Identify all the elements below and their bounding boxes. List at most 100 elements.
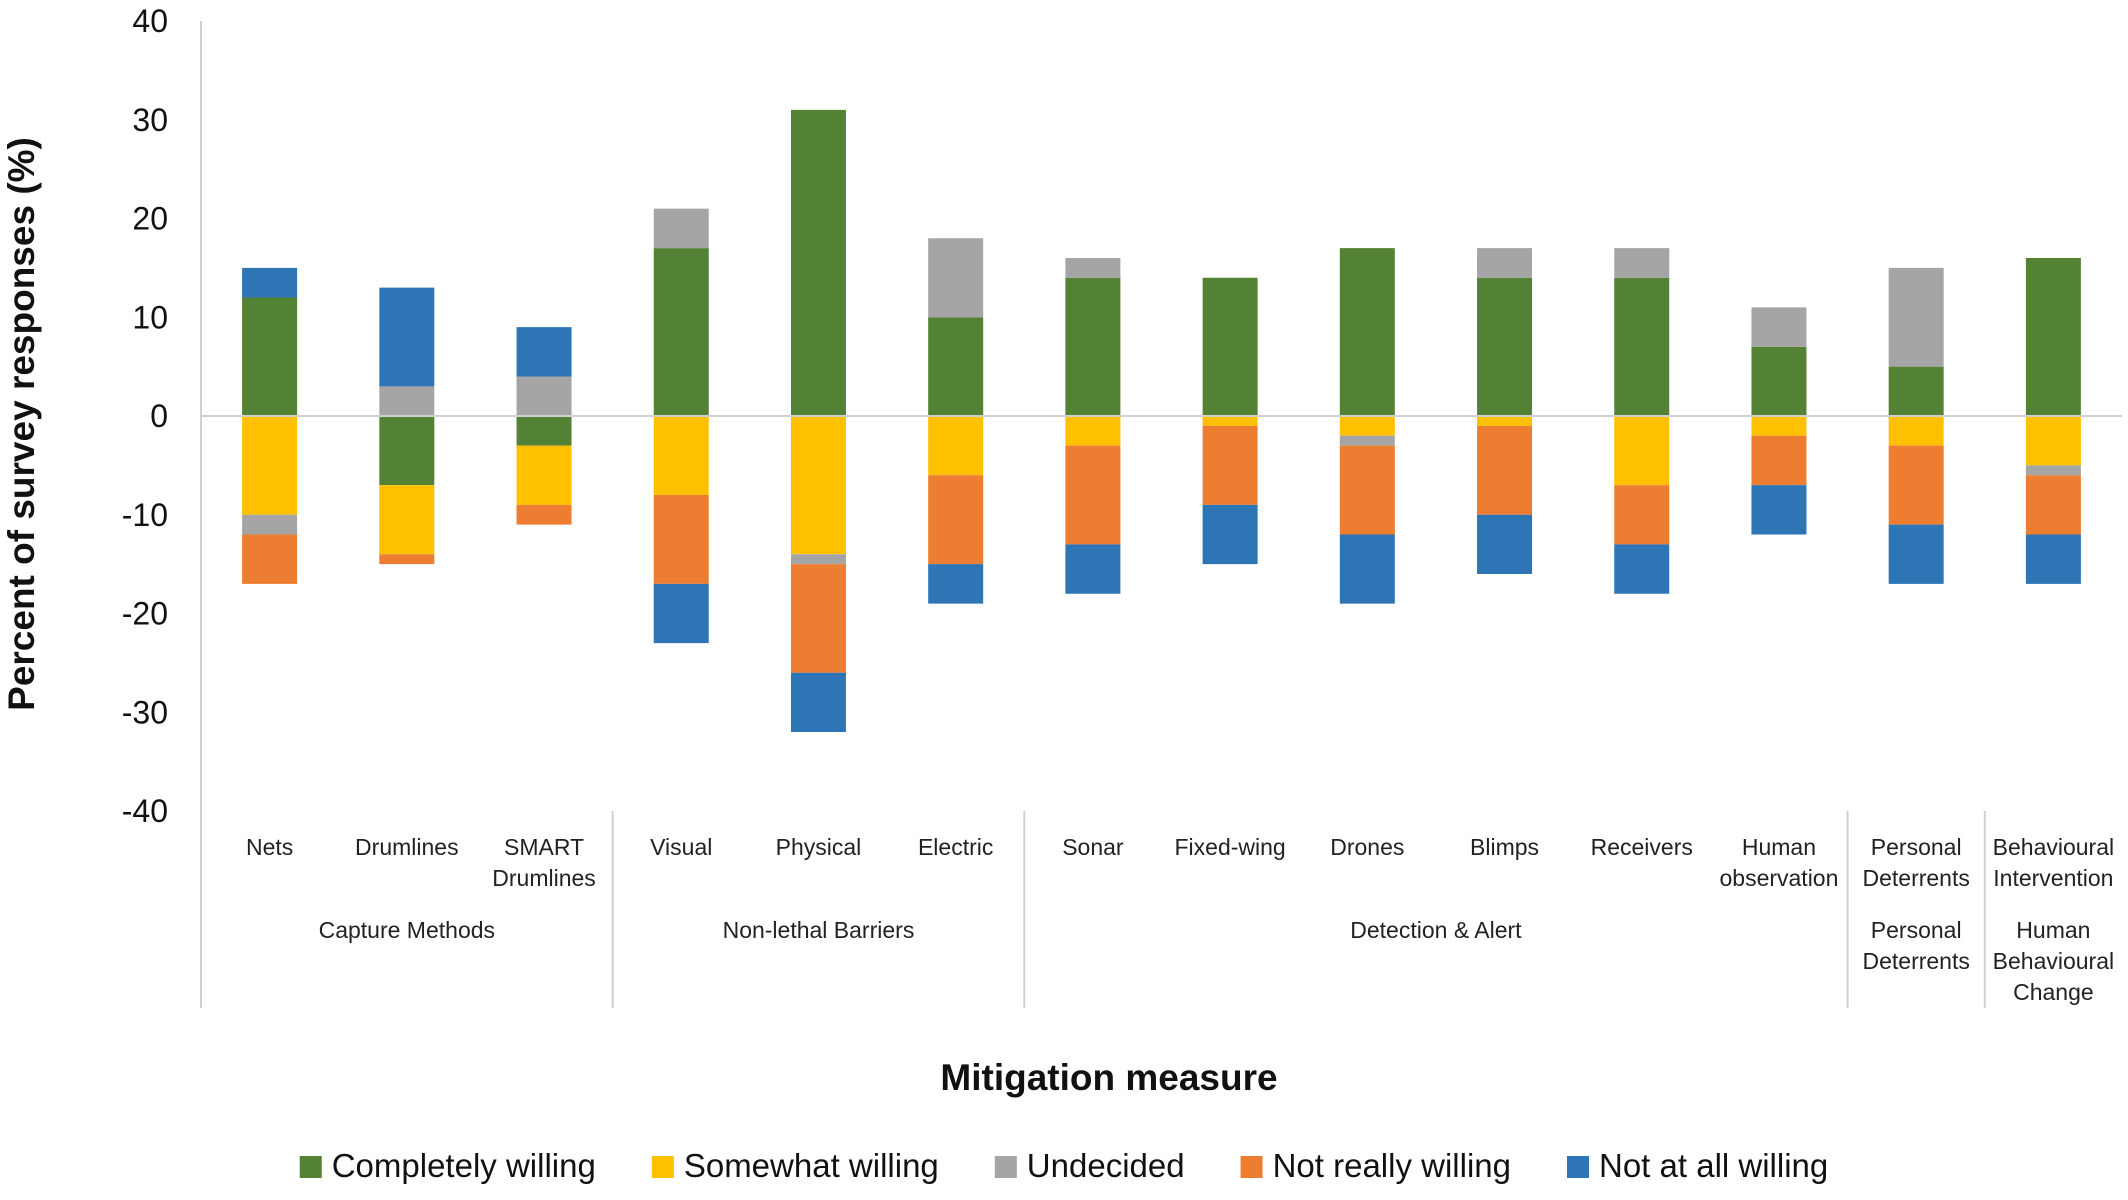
bar-behavioural-intervention-undecided xyxy=(2025,465,2081,476)
legend-swatch-completely-willing xyxy=(299,1156,322,1178)
y-tick-label: -30 xyxy=(122,694,168,730)
bar-behavioural-intervention-completely-willing xyxy=(2025,258,2081,416)
bar-drones-completely-willing xyxy=(1339,248,1395,416)
bar-physical-undecided xyxy=(790,554,846,565)
legend-swatch-somewhat-willing xyxy=(651,1156,674,1178)
bar-visual-undecided xyxy=(653,208,709,249)
bar-physical-not-really-willing xyxy=(790,564,846,673)
bar-human-observation-completely-willing xyxy=(1751,346,1807,417)
bar-personal-deterrents-undecided xyxy=(1888,267,1944,367)
bar-smart-drumlines-undecided xyxy=(516,376,572,416)
bar-smart-drumlines-not-at-all-willing xyxy=(516,327,572,377)
bar-behavioural-intervention-somewhat-willing xyxy=(2025,416,2081,466)
x-category-label-electric: Electric xyxy=(918,834,993,860)
y-tick-label: 40 xyxy=(132,3,168,39)
x-category-label-smart-drumlines: Drumlines xyxy=(492,865,596,891)
bar-receivers-not-really-willing xyxy=(1614,485,1670,545)
y-tick-label: 0 xyxy=(150,398,168,434)
bar-physical-not-at-all-willing xyxy=(790,672,846,732)
bar-nets-not-really-willing xyxy=(242,534,298,584)
bar-visual-somewhat-willing xyxy=(653,416,709,495)
bar-electric-somewhat-willing xyxy=(928,416,984,476)
bar-blimps-not-really-willing xyxy=(1477,425,1533,515)
x-category-label-nets: Nets xyxy=(246,834,293,860)
bar-visual-not-at-all-willing xyxy=(653,583,709,644)
x-category-label-smart-drumlines: SMART xyxy=(504,834,584,860)
y-tick-label: -20 xyxy=(122,596,168,632)
bar-nets-somewhat-willing xyxy=(242,416,298,515)
x-category-label-personal-deterrents: Personal xyxy=(1871,834,1962,860)
group-label-detection-and-alert: Detection & Alert xyxy=(1350,917,1522,943)
y-tick-label: 30 xyxy=(132,102,168,138)
legend-swatch-undecided xyxy=(994,1156,1017,1178)
y-tick-label: -40 xyxy=(122,793,168,829)
legend-label-undecided: Undecided xyxy=(1027,1147,1185,1184)
y-tick-label: -10 xyxy=(122,497,168,533)
bar-nets-undecided xyxy=(242,514,298,535)
x-category-label-drones: Drones xyxy=(1330,834,1404,860)
x-category-label-human-observation: Human xyxy=(1742,834,1816,860)
bar-visual-completely-willing xyxy=(653,248,709,416)
x-category-label-blimps: Blimps xyxy=(1470,834,1539,860)
group-label-human-behavioural-change: Change xyxy=(2013,979,2094,1005)
bar-personal-deterrents-somewhat-willing xyxy=(1888,416,1944,446)
bar-drones-not-really-willing xyxy=(1339,445,1395,535)
bar-drumlines-completely-willing xyxy=(379,416,435,486)
group-label-capture-methods: Capture Methods xyxy=(319,917,495,943)
x-axis-title: Mitigation measure xyxy=(940,1057,1277,1098)
axes-layer xyxy=(200,21,2122,1008)
bar-electric-completely-willing xyxy=(928,317,984,416)
legend: Completely willing Somewhat willing Undeci… xyxy=(299,1147,1828,1184)
bar-behavioural-intervention-not-at-all-willing xyxy=(2025,534,2081,584)
group-label-human-behavioural-change: Human xyxy=(2016,917,2090,943)
legend-label-somewhat-willing: Somewhat willing xyxy=(684,1147,939,1184)
legend-label-completely-willing: Completely willing xyxy=(332,1147,596,1184)
bar-drones-not-at-all-willing xyxy=(1339,534,1395,604)
bar-sonar-not-really-willing xyxy=(1065,445,1121,545)
x-category-label-physical: Physical xyxy=(776,834,862,860)
bar-fixed-wing-not-really-willing xyxy=(1202,425,1258,505)
y-axis-title: Percent of survey responses (%) xyxy=(1,137,42,711)
bar-drumlines-undecided xyxy=(379,386,435,417)
bar-personal-deterrents-not-at-all-willing xyxy=(1888,524,1944,584)
bar-fixed-wing-not-at-all-willing xyxy=(1202,504,1258,565)
bar-drumlines-not-at-all-willing xyxy=(379,287,435,387)
bar-smart-drumlines-completely-willing xyxy=(516,416,572,446)
x-category-label-drumlines: Drumlines xyxy=(355,834,459,860)
bar-behavioural-intervention-not-really-willing xyxy=(2025,475,2081,535)
x-category-label-human-observation: observation xyxy=(1719,865,1838,891)
y-tick-label: 10 xyxy=(132,299,168,335)
bar-blimps-somewhat-willing xyxy=(1477,416,1533,426)
bar-physical-completely-willing xyxy=(790,109,846,417)
x-category-label-visual: Visual xyxy=(650,834,712,860)
bar-human-observation-not-really-willing xyxy=(1751,435,1807,486)
bar-receivers-completely-willing xyxy=(1614,277,1670,416)
bar-blimps-undecided xyxy=(1477,248,1533,278)
bar-drones-undecided xyxy=(1339,435,1395,446)
bar-human-observation-somewhat-willing xyxy=(1751,416,1807,436)
bar-sonar-not-at-all-willing xyxy=(1065,544,1121,594)
bar-fixed-wing-completely-willing xyxy=(1202,277,1258,416)
legend-label-not-at-all-willing: Not at all willing xyxy=(1599,1147,1828,1184)
bar-personal-deterrents-completely-willing xyxy=(1888,366,1944,417)
group-label-personal-deterrents: Personal xyxy=(1871,917,1962,943)
bar-personal-deterrents-not-really-willing xyxy=(1888,445,1944,525)
group-label-non-lethal-barriers: Non-lethal Barriers xyxy=(723,917,915,943)
bar-electric-undecided xyxy=(928,238,984,318)
bar-receivers-somewhat-willing xyxy=(1614,416,1670,486)
x-category-label-receivers: Receivers xyxy=(1591,834,1693,860)
x-category-label-fixed-wing: Fixed-wing xyxy=(1175,834,1286,860)
bar-nets-not-at-all-willing xyxy=(242,267,298,298)
legend-label-not-really-willing: Not really willing xyxy=(1273,1147,1511,1184)
bar-drumlines-somewhat-willing xyxy=(379,485,435,555)
bar-sonar-completely-willing xyxy=(1065,277,1121,416)
x-category-label-behavioural-intervention: Intervention xyxy=(1993,865,2113,891)
x-category-label-personal-deterrents: Deterrents xyxy=(1862,865,1969,891)
bars-layer xyxy=(242,109,2081,732)
bar-human-observation-not-at-all-willing xyxy=(1751,485,1807,535)
bar-receivers-undecided xyxy=(1614,248,1670,278)
x-category-label-sonar: Sonar xyxy=(1062,834,1124,860)
legend-swatch-not-at-all-willing xyxy=(1567,1156,1589,1178)
y-tick-label: 20 xyxy=(132,201,168,237)
